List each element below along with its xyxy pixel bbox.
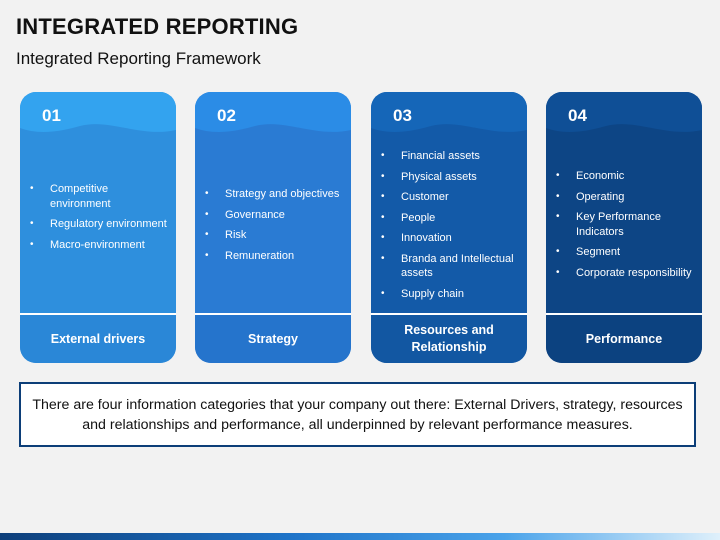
list-item: Regulatory environment (30, 217, 168, 232)
list-item: Segment (556, 245, 694, 260)
card-footer-label: Resources and Relationship (371, 313, 527, 363)
list-item: Economic (556, 169, 694, 184)
card-number: 04 (568, 106, 587, 125)
list-item: Physical assets (381, 170, 519, 185)
page-subtitle: Integrated Reporting Framework (16, 49, 261, 68)
card-header-wave (20, 92, 176, 132)
list-item: Remuneration (205, 249, 343, 264)
list-item: Operating (556, 190, 694, 205)
summary-note: There are four information categories th… (19, 382, 696, 447)
wave-shape (371, 92, 527, 132)
card-number: 03 (393, 106, 412, 125)
list-item: Customer (381, 190, 519, 205)
card-footer-label: External drivers (20, 313, 176, 363)
card-resources: 03 Financial assets Physical assets Cust… (371, 92, 527, 363)
list-item: Risk (205, 228, 343, 243)
list-item: People (381, 211, 519, 226)
card-performance: 04 Economic Operating Key Performance In… (546, 92, 702, 363)
list-item: Governance (205, 208, 343, 223)
card-item-list: Competitive environment Regulatory envir… (20, 182, 176, 258)
card-header-wave (546, 92, 702, 132)
card-item-list: Financial assets Physical assets Custome… (371, 149, 527, 307)
wave-shape (546, 92, 702, 132)
wave-shape (20, 92, 176, 132)
list-item: Branda and Intellectual assets (381, 252, 519, 281)
list-item: Strategy and objectives (205, 187, 343, 202)
wave-shape (195, 92, 351, 132)
card-number: 02 (217, 106, 236, 125)
page-title: INTEGRATED REPORTING (16, 14, 299, 39)
card-item-list: Strategy and objectives Governance Risk … (195, 187, 351, 269)
list-item: Financial assets (381, 149, 519, 164)
list-item: Innovation (381, 231, 519, 246)
list-item: Competitive environment (30, 182, 168, 211)
card-strategy: 02 Strategy and objectives Governance Ri… (195, 92, 351, 363)
bottom-accent-bar (0, 533, 720, 540)
card-footer-label: Performance (546, 313, 702, 363)
card-header-wave (371, 92, 527, 132)
card-number: 01 (42, 106, 61, 125)
list-item: Macro-environment (30, 238, 168, 253)
card-external-drivers: 01 Competitive environment Regulatory en… (20, 92, 176, 363)
list-item: Key Performance Indicators (556, 210, 694, 239)
card-header-wave (195, 92, 351, 132)
card-item-list: Economic Operating Key Performance Indic… (546, 169, 702, 286)
list-item: Corporate responsibility (556, 266, 694, 281)
list-item: Supply chain (381, 287, 519, 302)
card-footer-label: Strategy (195, 313, 351, 363)
